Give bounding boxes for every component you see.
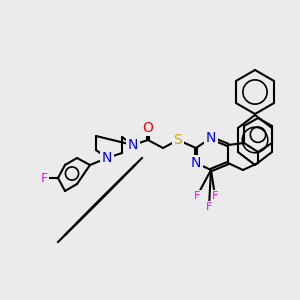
Text: N: N bbox=[128, 138, 138, 152]
Text: O: O bbox=[142, 121, 153, 135]
Text: N: N bbox=[102, 151, 112, 165]
Text: N: N bbox=[206, 131, 216, 145]
Text: F: F bbox=[212, 191, 218, 201]
Text: F: F bbox=[40, 172, 48, 184]
Text: N: N bbox=[191, 156, 201, 170]
Text: F: F bbox=[206, 202, 212, 212]
Text: S: S bbox=[174, 133, 182, 147]
Text: F: F bbox=[194, 191, 200, 201]
